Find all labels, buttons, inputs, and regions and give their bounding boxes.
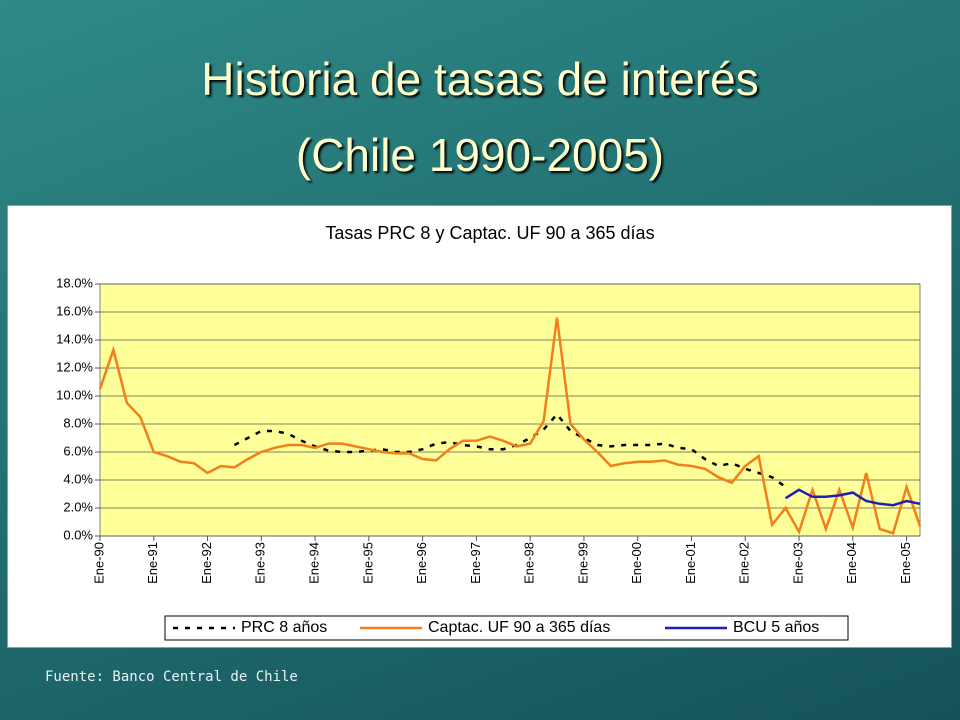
slide-title: Historia de tasas de interés [201, 53, 759, 105]
source: Fuente: Banco Central de Chile [45, 669, 298, 685]
x-tick-label: Ene-95 [360, 542, 375, 584]
x-tick-label: Ene-91 [145, 542, 160, 584]
x-tick-label: Ene-01 [683, 542, 698, 584]
x-tick-label: Ene-04 [844, 542, 859, 584]
series-line [233, 412, 787, 489]
series-line [98, 317, 922, 535]
x-tick-label: Ene-97 [468, 542, 483, 584]
x-tick-label: Ene-92 [199, 542, 214, 584]
series-line [784, 488, 921, 507]
y-tick-label: 12.0% [56, 359, 93, 374]
y-tick-label: 18.0% [56, 275, 93, 290]
x-tick-label: Ene-05 [898, 542, 913, 584]
slide-title: (Chile 1990-2005) [295, 129, 665, 181]
legend-label: Captac. UF 90 a 365 días [428, 619, 610, 636]
x-tick-label: Ene-90 [91, 542, 106, 584]
legend-label: PRC 8 años [241, 619, 327, 636]
x-tick-label: Ene-98 [522, 542, 537, 584]
x-tick-label: Ene-00 [629, 542, 644, 584]
x-tick-label: Ene-94 [307, 542, 322, 584]
x-tick-label: Ene-93 [253, 542, 268, 584]
chart-title: Tasas PRC 8 y Captac. UF 90 a 365 días [325, 223, 654, 243]
plot-area [99, 283, 921, 537]
y-tick-label: 4.0% [63, 471, 93, 486]
y-tick-label: 6.0% [63, 443, 93, 458]
y-tick-label: 16.0% [56, 303, 93, 318]
x-tick-label: Ene-03 [790, 542, 805, 584]
y-tick-label: 2.0% [63, 499, 93, 514]
x-tick-label: Ene-99 [575, 542, 590, 584]
legend [164, 615, 849, 641]
chart: Tasas PRC 8 y Captac. UF 90 a 365 días 0… [7, 205, 952, 648]
y-tick-label: 0.0% [63, 527, 93, 542]
legend-label: BCU 5 años [733, 619, 819, 636]
y-tick-label: 10.0% [56, 387, 93, 402]
y-tick-label: 8.0% [63, 415, 93, 430]
x-tick-label: Ene-02 [737, 542, 752, 584]
x-tick-label: Ene-96 [414, 542, 429, 584]
y-tick-label: 14.0% [56, 331, 93, 346]
